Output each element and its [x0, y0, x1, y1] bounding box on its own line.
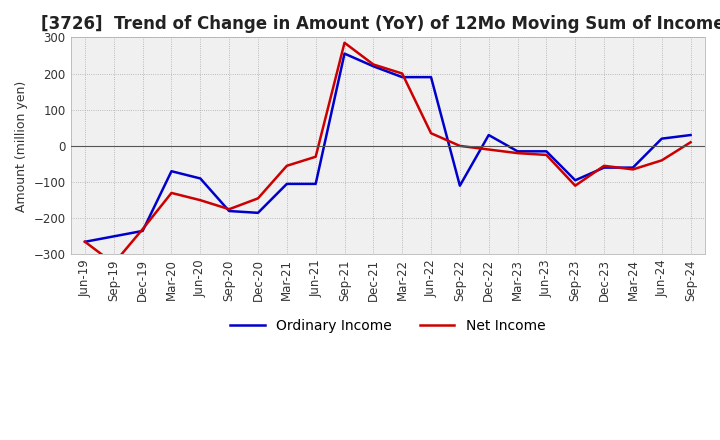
Ordinary Income: [542, 149, 551, 154]
Net Income: [196, 198, 204, 203]
Ordinary Income: [196, 176, 204, 181]
Ordinary Income: [485, 132, 493, 138]
Net Income: [311, 154, 320, 159]
Net Income: [485, 147, 493, 152]
Net Income: [513, 150, 522, 156]
Ordinary Income: [109, 234, 118, 239]
Net Income: [340, 40, 348, 45]
Net Income: [167, 190, 176, 195]
Ordinary Income: [282, 181, 291, 187]
Ordinary Income: [657, 136, 666, 141]
Title: [3726]  Trend of Change in Amount (YoY) of 12Mo Moving Sum of Incomes: [3726] Trend of Change in Amount (YoY) o…: [41, 15, 720, 33]
Ordinary Income: [686, 132, 695, 138]
Net Income: [282, 163, 291, 169]
Ordinary Income: [340, 51, 348, 56]
Ordinary Income: [81, 239, 89, 245]
Net Income: [427, 131, 436, 136]
Net Income: [571, 183, 580, 188]
Ordinary Income: [369, 64, 378, 69]
Net Income: [600, 163, 608, 169]
Ordinary Income: [571, 178, 580, 183]
Ordinary Income: [225, 209, 233, 214]
Net Income: [542, 152, 551, 158]
Net Income: [138, 227, 147, 232]
Ordinary Income: [629, 165, 637, 170]
Ordinary Income: [253, 210, 262, 216]
Net Income: [456, 143, 464, 149]
Ordinary Income: [311, 181, 320, 187]
Ordinary Income: [600, 165, 608, 170]
Ordinary Income: [167, 169, 176, 174]
Net Income: [253, 196, 262, 201]
Net Income: [629, 167, 637, 172]
Ordinary Income: [513, 149, 522, 154]
Net Income: [369, 62, 378, 67]
Line: Ordinary Income: Ordinary Income: [85, 54, 690, 242]
Net Income: [686, 139, 695, 145]
Y-axis label: Amount (million yen): Amount (million yen): [15, 80, 28, 212]
Net Income: [657, 158, 666, 163]
Ordinary Income: [138, 228, 147, 234]
Net Income: [398, 71, 407, 76]
Net Income: [81, 239, 89, 245]
Ordinary Income: [398, 74, 407, 80]
Legend: Ordinary Income, Net Income: Ordinary Income, Net Income: [225, 314, 551, 339]
Net Income: [109, 261, 118, 266]
Line: Net Income: Net Income: [85, 43, 690, 264]
Ordinary Income: [427, 74, 436, 80]
Ordinary Income: [456, 183, 464, 188]
Net Income: [225, 206, 233, 212]
